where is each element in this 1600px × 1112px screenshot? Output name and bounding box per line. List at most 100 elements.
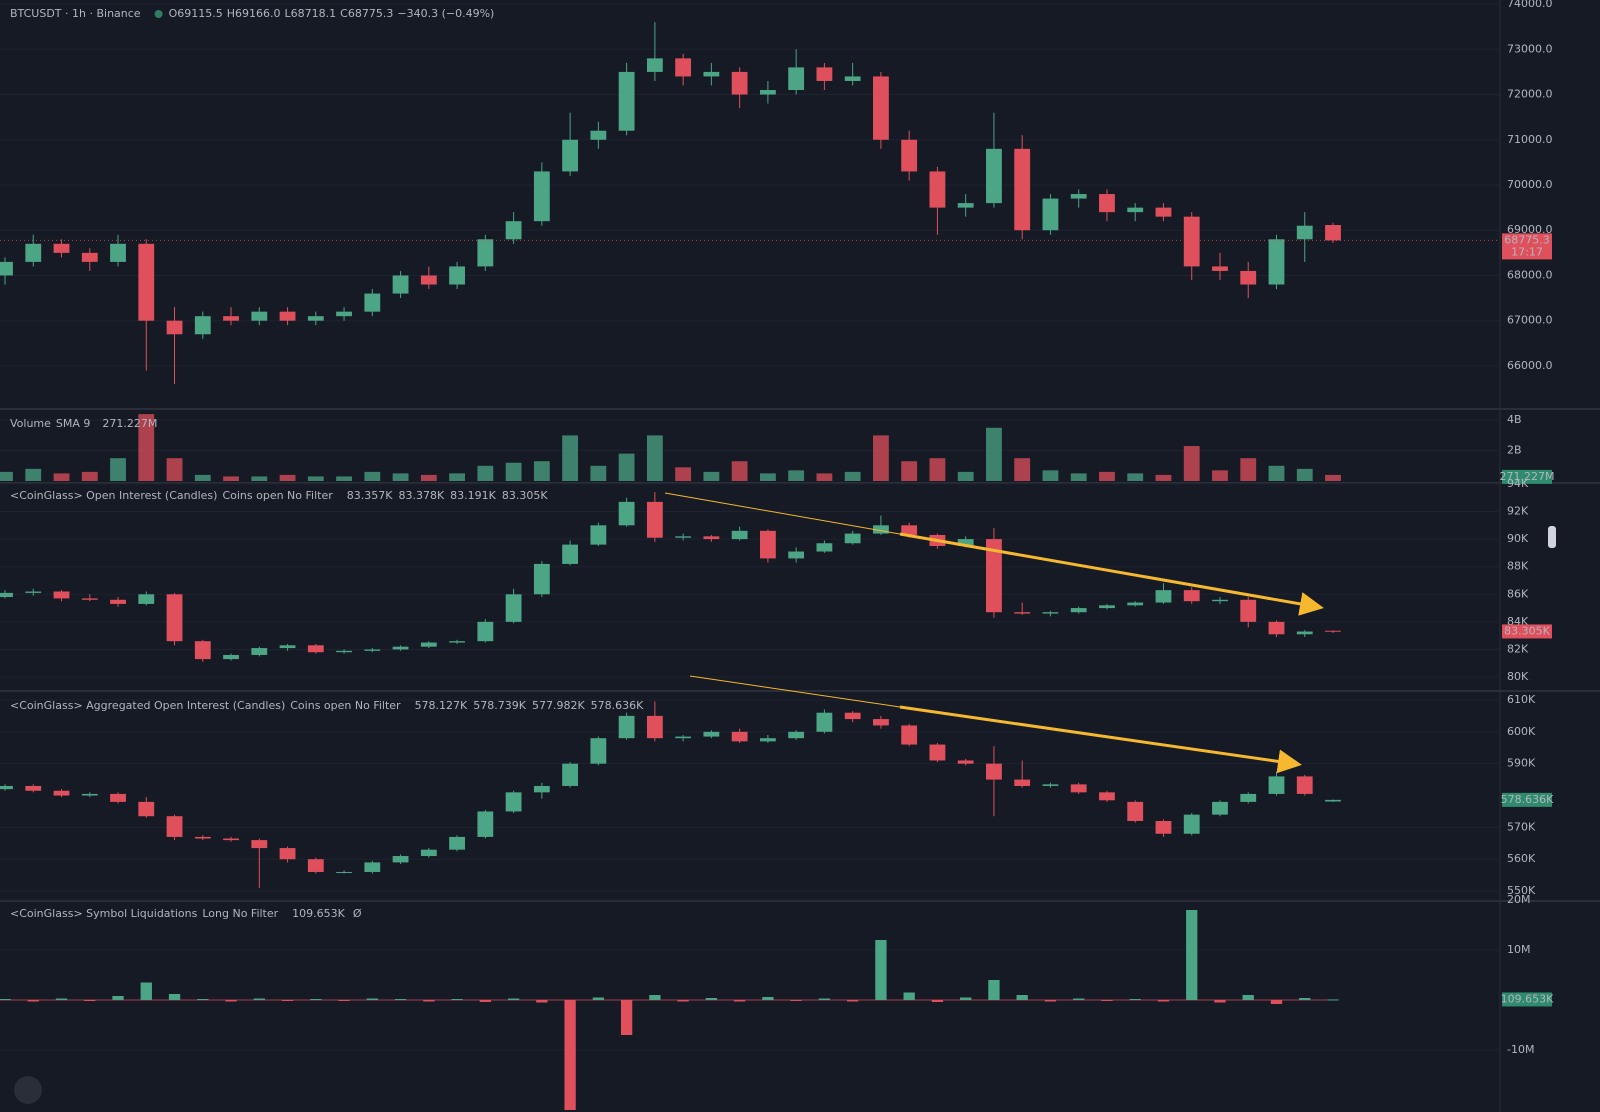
volume-bar (505, 462, 522, 481)
liquidation-bar (338, 1000, 350, 1001)
volume-bar (1296, 468, 1313, 481)
candle-body (901, 725, 918, 745)
candle-body (138, 594, 155, 604)
candle-body (1240, 793, 1257, 802)
candle-body (166, 594, 183, 642)
trend-arrow (664, 492, 901, 535)
y-tick-label: -10M (1507, 1043, 1534, 1056)
y-tick-label: 560K (1507, 852, 1536, 865)
y-tick-label: 90K (1507, 532, 1529, 545)
volume-bar (957, 471, 974, 481)
legend-text: L (285, 7, 292, 20)
liquidation-bar (677, 1000, 689, 1002)
y-tick-label: 20M (1507, 893, 1531, 906)
liquidation-bar (536, 1000, 548, 1003)
candle-body (53, 591, 70, 599)
liquidation-bar (55, 998, 68, 1000)
liquidation-bar (225, 1000, 237, 1002)
candle-body (223, 838, 239, 841)
candle-body (1127, 801, 1144, 822)
candle-body (1127, 207, 1144, 213)
legend-text: H (227, 7, 235, 20)
volume-bar (590, 465, 607, 481)
legend-text: 109.653K (292, 907, 345, 920)
legend-text: 83.191K (450, 489, 496, 502)
candle-body (25, 591, 42, 593)
candle-body (873, 525, 889, 534)
legend-text: Coins open No Filter (222, 489, 333, 502)
liquidation-bar (168, 994, 181, 1000)
candle-body (307, 645, 324, 653)
price-tag (1502, 624, 1552, 639)
liquidation-bar (705, 998, 718, 1000)
candle-body (1183, 216, 1200, 267)
liquidation-bar (1299, 998, 1311, 1000)
volume-bar (1183, 446, 1200, 481)
liquidation-bar (1073, 998, 1085, 1000)
liquidation-bar (903, 992, 915, 1000)
candle-body (279, 645, 296, 649)
liquidation-bar (960, 997, 972, 1000)
legend-text: 83.378K (398, 489, 444, 502)
legend-text: O (169, 7, 178, 20)
candle-body (590, 525, 607, 545)
legend-text: Ø (353, 907, 362, 920)
legend-text: 578.739K (473, 699, 526, 712)
candle-body (731, 731, 748, 742)
scroll-handle[interactable] (1548, 526, 1556, 548)
candle-body (816, 712, 833, 732)
candle-body (901, 139, 918, 172)
candle-body (1014, 612, 1031, 614)
candle-body (251, 840, 268, 849)
y-tick-label: 72000.0 (1507, 88, 1553, 101)
candle-body (166, 816, 183, 837)
candle-body (618, 501, 635, 526)
candle-body (194, 836, 211, 839)
candle-body (420, 642, 437, 647)
candle-body (194, 316, 211, 335)
volume-bar (25, 468, 42, 481)
y-tick-label: 73000.0 (1507, 42, 1553, 55)
volume-bar (364, 471, 381, 481)
liquidation-bar (27, 1000, 39, 1002)
logo[interactable] (14, 1076, 42, 1104)
candle-body (1325, 225, 1341, 241)
volume-bar (646, 435, 663, 481)
liquidation-bar (140, 982, 152, 1000)
candle-body (957, 203, 974, 208)
liquidation-bar (762, 997, 774, 1000)
candle-body (53, 790, 70, 796)
volume-bar (279, 474, 296, 481)
volume-bar (1127, 473, 1144, 481)
candle-body (816, 543, 833, 552)
candle-body (1268, 621, 1285, 635)
candle-body (1296, 631, 1313, 635)
liquidation-bar (847, 1000, 859, 1002)
liquidation-bar (1270, 1000, 1283, 1004)
volume-bar (618, 453, 635, 481)
legend-text: Volume (10, 417, 51, 430)
liquidation-bar (394, 999, 407, 1000)
candle-body (505, 792, 522, 812)
candle-body (505, 594, 522, 622)
candle-body (618, 715, 635, 739)
candle-body (53, 243, 70, 253)
liquidation-bar (1129, 999, 1141, 1000)
candle-body (138, 801, 155, 817)
candle-body (110, 243, 126, 262)
candle-body (844, 76, 861, 81)
candle-body (336, 871, 352, 873)
candle-body (223, 316, 239, 321)
volume-bar (138, 414, 155, 481)
candle-body (81, 793, 98, 796)
candle-body (1070, 784, 1087, 793)
candle-body (110, 793, 126, 802)
candle-body (562, 139, 579, 172)
volume-bar (986, 427, 1002, 481)
candle-body (392, 275, 409, 294)
volume-bar (194, 474, 211, 481)
candle-body (1127, 602, 1144, 606)
candle-body (618, 71, 635, 131)
y-tick-label: 74000.0 (1507, 0, 1553, 10)
legend-text: 68718.1 (291, 7, 337, 20)
